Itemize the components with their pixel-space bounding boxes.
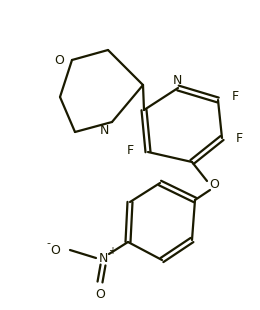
Text: N: N xyxy=(172,73,182,86)
Text: F: F xyxy=(236,131,243,144)
Text: N: N xyxy=(98,251,108,264)
Text: F: F xyxy=(232,90,239,103)
Text: F: F xyxy=(127,144,134,157)
Text: O: O xyxy=(54,54,64,67)
Text: N: N xyxy=(99,123,109,136)
Text: -: - xyxy=(46,238,50,248)
Text: O: O xyxy=(50,243,60,256)
Text: O: O xyxy=(209,179,219,192)
Text: O: O xyxy=(95,289,105,302)
Text: +: + xyxy=(108,246,116,256)
